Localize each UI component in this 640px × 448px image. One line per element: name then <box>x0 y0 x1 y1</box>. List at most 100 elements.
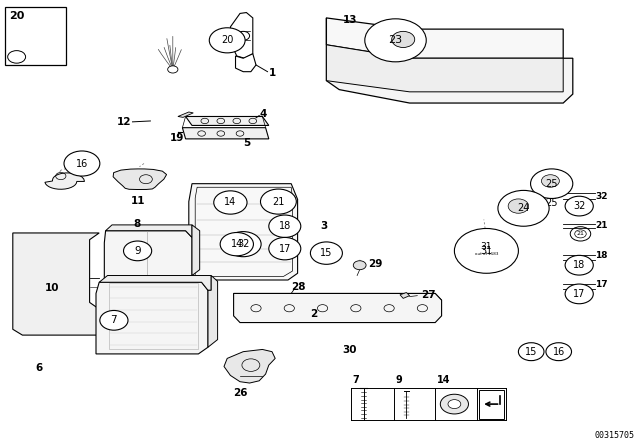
Circle shape <box>565 284 593 304</box>
Text: 16: 16 <box>552 347 565 357</box>
Text: 3: 3 <box>320 221 327 231</box>
Text: 9: 9 <box>134 246 141 256</box>
Text: 4: 4 <box>259 109 267 119</box>
Text: 13: 13 <box>342 15 357 25</box>
Text: 7: 7 <box>111 315 117 325</box>
Text: 2: 2 <box>310 309 317 319</box>
Polygon shape <box>106 225 192 237</box>
Polygon shape <box>178 112 193 117</box>
Text: 32: 32 <box>595 192 608 201</box>
Polygon shape <box>236 54 256 72</box>
Polygon shape <box>104 231 192 281</box>
Text: 32: 32 <box>237 239 250 249</box>
Text: 11: 11 <box>131 196 145 206</box>
Text: 14: 14 <box>224 198 237 207</box>
Text: 18: 18 <box>278 221 291 231</box>
Text: 24: 24 <box>519 204 531 213</box>
Circle shape <box>237 31 250 40</box>
Text: 21: 21 <box>272 197 285 207</box>
Circle shape <box>269 215 301 237</box>
Text: 27: 27 <box>421 290 436 300</box>
Text: 31: 31 <box>480 246 493 256</box>
Circle shape <box>64 151 100 176</box>
Polygon shape <box>326 18 573 103</box>
Circle shape <box>541 175 559 187</box>
Circle shape <box>209 28 245 53</box>
Circle shape <box>260 189 296 214</box>
Text: 1: 1 <box>269 68 276 78</box>
Circle shape <box>8 51 26 63</box>
Text: 18: 18 <box>595 251 608 260</box>
Circle shape <box>531 169 573 198</box>
Text: 15: 15 <box>320 248 333 258</box>
Circle shape <box>269 237 301 260</box>
Text: 8: 8 <box>133 219 140 229</box>
Text: 7: 7 <box>352 375 359 385</box>
Text: 21: 21 <box>577 231 584 237</box>
Text: 30: 30 <box>342 345 357 355</box>
Circle shape <box>546 343 572 361</box>
Circle shape <box>365 19 426 62</box>
Text: out of 1183: out of 1183 <box>475 252 498 256</box>
Polygon shape <box>234 293 442 300</box>
Circle shape <box>214 191 247 214</box>
Polygon shape <box>224 349 275 383</box>
Text: 22: 22 <box>173 312 188 322</box>
Polygon shape <box>230 13 253 58</box>
Circle shape <box>518 343 544 361</box>
Text: 25: 25 <box>545 198 558 208</box>
Circle shape <box>392 31 415 47</box>
Circle shape <box>440 394 468 414</box>
Circle shape <box>225 232 261 257</box>
Polygon shape <box>113 169 166 190</box>
Circle shape <box>498 190 549 226</box>
Polygon shape <box>45 173 84 189</box>
Text: 28: 28 <box>291 282 306 292</box>
Text: 16: 16 <box>76 159 88 168</box>
Polygon shape <box>182 128 269 139</box>
Circle shape <box>100 310 128 330</box>
Text: 17: 17 <box>573 289 586 299</box>
Text: 31: 31 <box>481 242 492 251</box>
Text: 14: 14 <box>230 239 243 249</box>
Circle shape <box>220 233 253 256</box>
Circle shape <box>124 241 152 261</box>
Text: 15: 15 <box>525 347 538 357</box>
Circle shape <box>454 228 518 273</box>
Polygon shape <box>192 225 200 276</box>
Polygon shape <box>234 293 442 323</box>
Polygon shape <box>189 184 298 280</box>
Text: 14: 14 <box>436 375 450 385</box>
Polygon shape <box>99 276 211 290</box>
Bar <box>5 7 66 65</box>
Text: 12: 12 <box>116 117 131 127</box>
Text: 00315705: 00315705 <box>595 431 635 440</box>
Text: 32: 32 <box>573 201 586 211</box>
Text: 18: 18 <box>573 260 586 270</box>
Text: 5: 5 <box>243 138 250 148</box>
Circle shape <box>508 199 529 213</box>
Polygon shape <box>186 116 269 125</box>
Circle shape <box>168 66 178 73</box>
Text: 19: 19 <box>170 133 184 143</box>
Circle shape <box>565 196 593 216</box>
Polygon shape <box>96 282 208 354</box>
FancyArrowPatch shape <box>486 402 498 406</box>
Text: 10: 10 <box>45 283 60 293</box>
Text: 21: 21 <box>595 221 608 230</box>
Text: 9: 9 <box>396 375 403 385</box>
Circle shape <box>565 255 593 275</box>
Text: 29: 29 <box>368 259 382 269</box>
Polygon shape <box>208 276 218 347</box>
Polygon shape <box>326 18 563 58</box>
Polygon shape <box>13 233 99 335</box>
Circle shape <box>448 400 461 409</box>
Text: 26: 26 <box>234 388 248 398</box>
Text: 20: 20 <box>10 11 25 21</box>
Circle shape <box>353 261 366 270</box>
Circle shape <box>310 242 342 264</box>
Polygon shape <box>400 293 410 298</box>
Text: 25: 25 <box>545 179 558 189</box>
Polygon shape <box>326 45 563 92</box>
Text: 17: 17 <box>595 280 608 289</box>
